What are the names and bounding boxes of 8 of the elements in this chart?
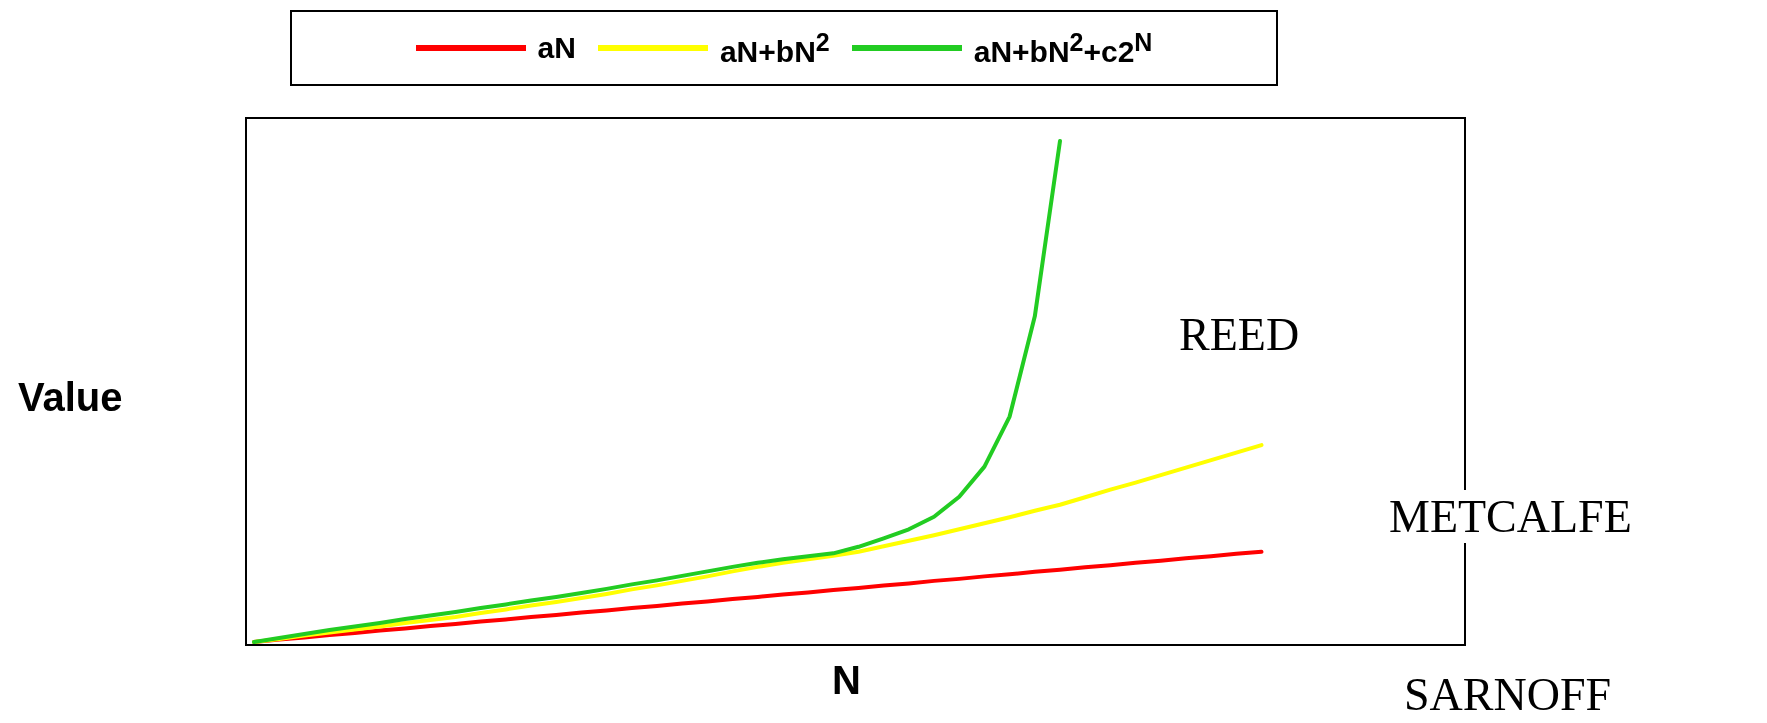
text: SARNOFF [1400,668,1616,721]
y-axis-title: Value [18,375,123,420]
legend-label: aN [537,31,576,65]
legend-label: aN+bN$^{2}$+c2$^{N}$ [973,27,1153,69]
x-axis-title: N [832,658,861,703]
annotation: METCALFE [1385,490,1636,543]
annotation: REED [1175,308,1304,361]
legend-label: aN+bN$^{2}$ [719,27,830,69]
